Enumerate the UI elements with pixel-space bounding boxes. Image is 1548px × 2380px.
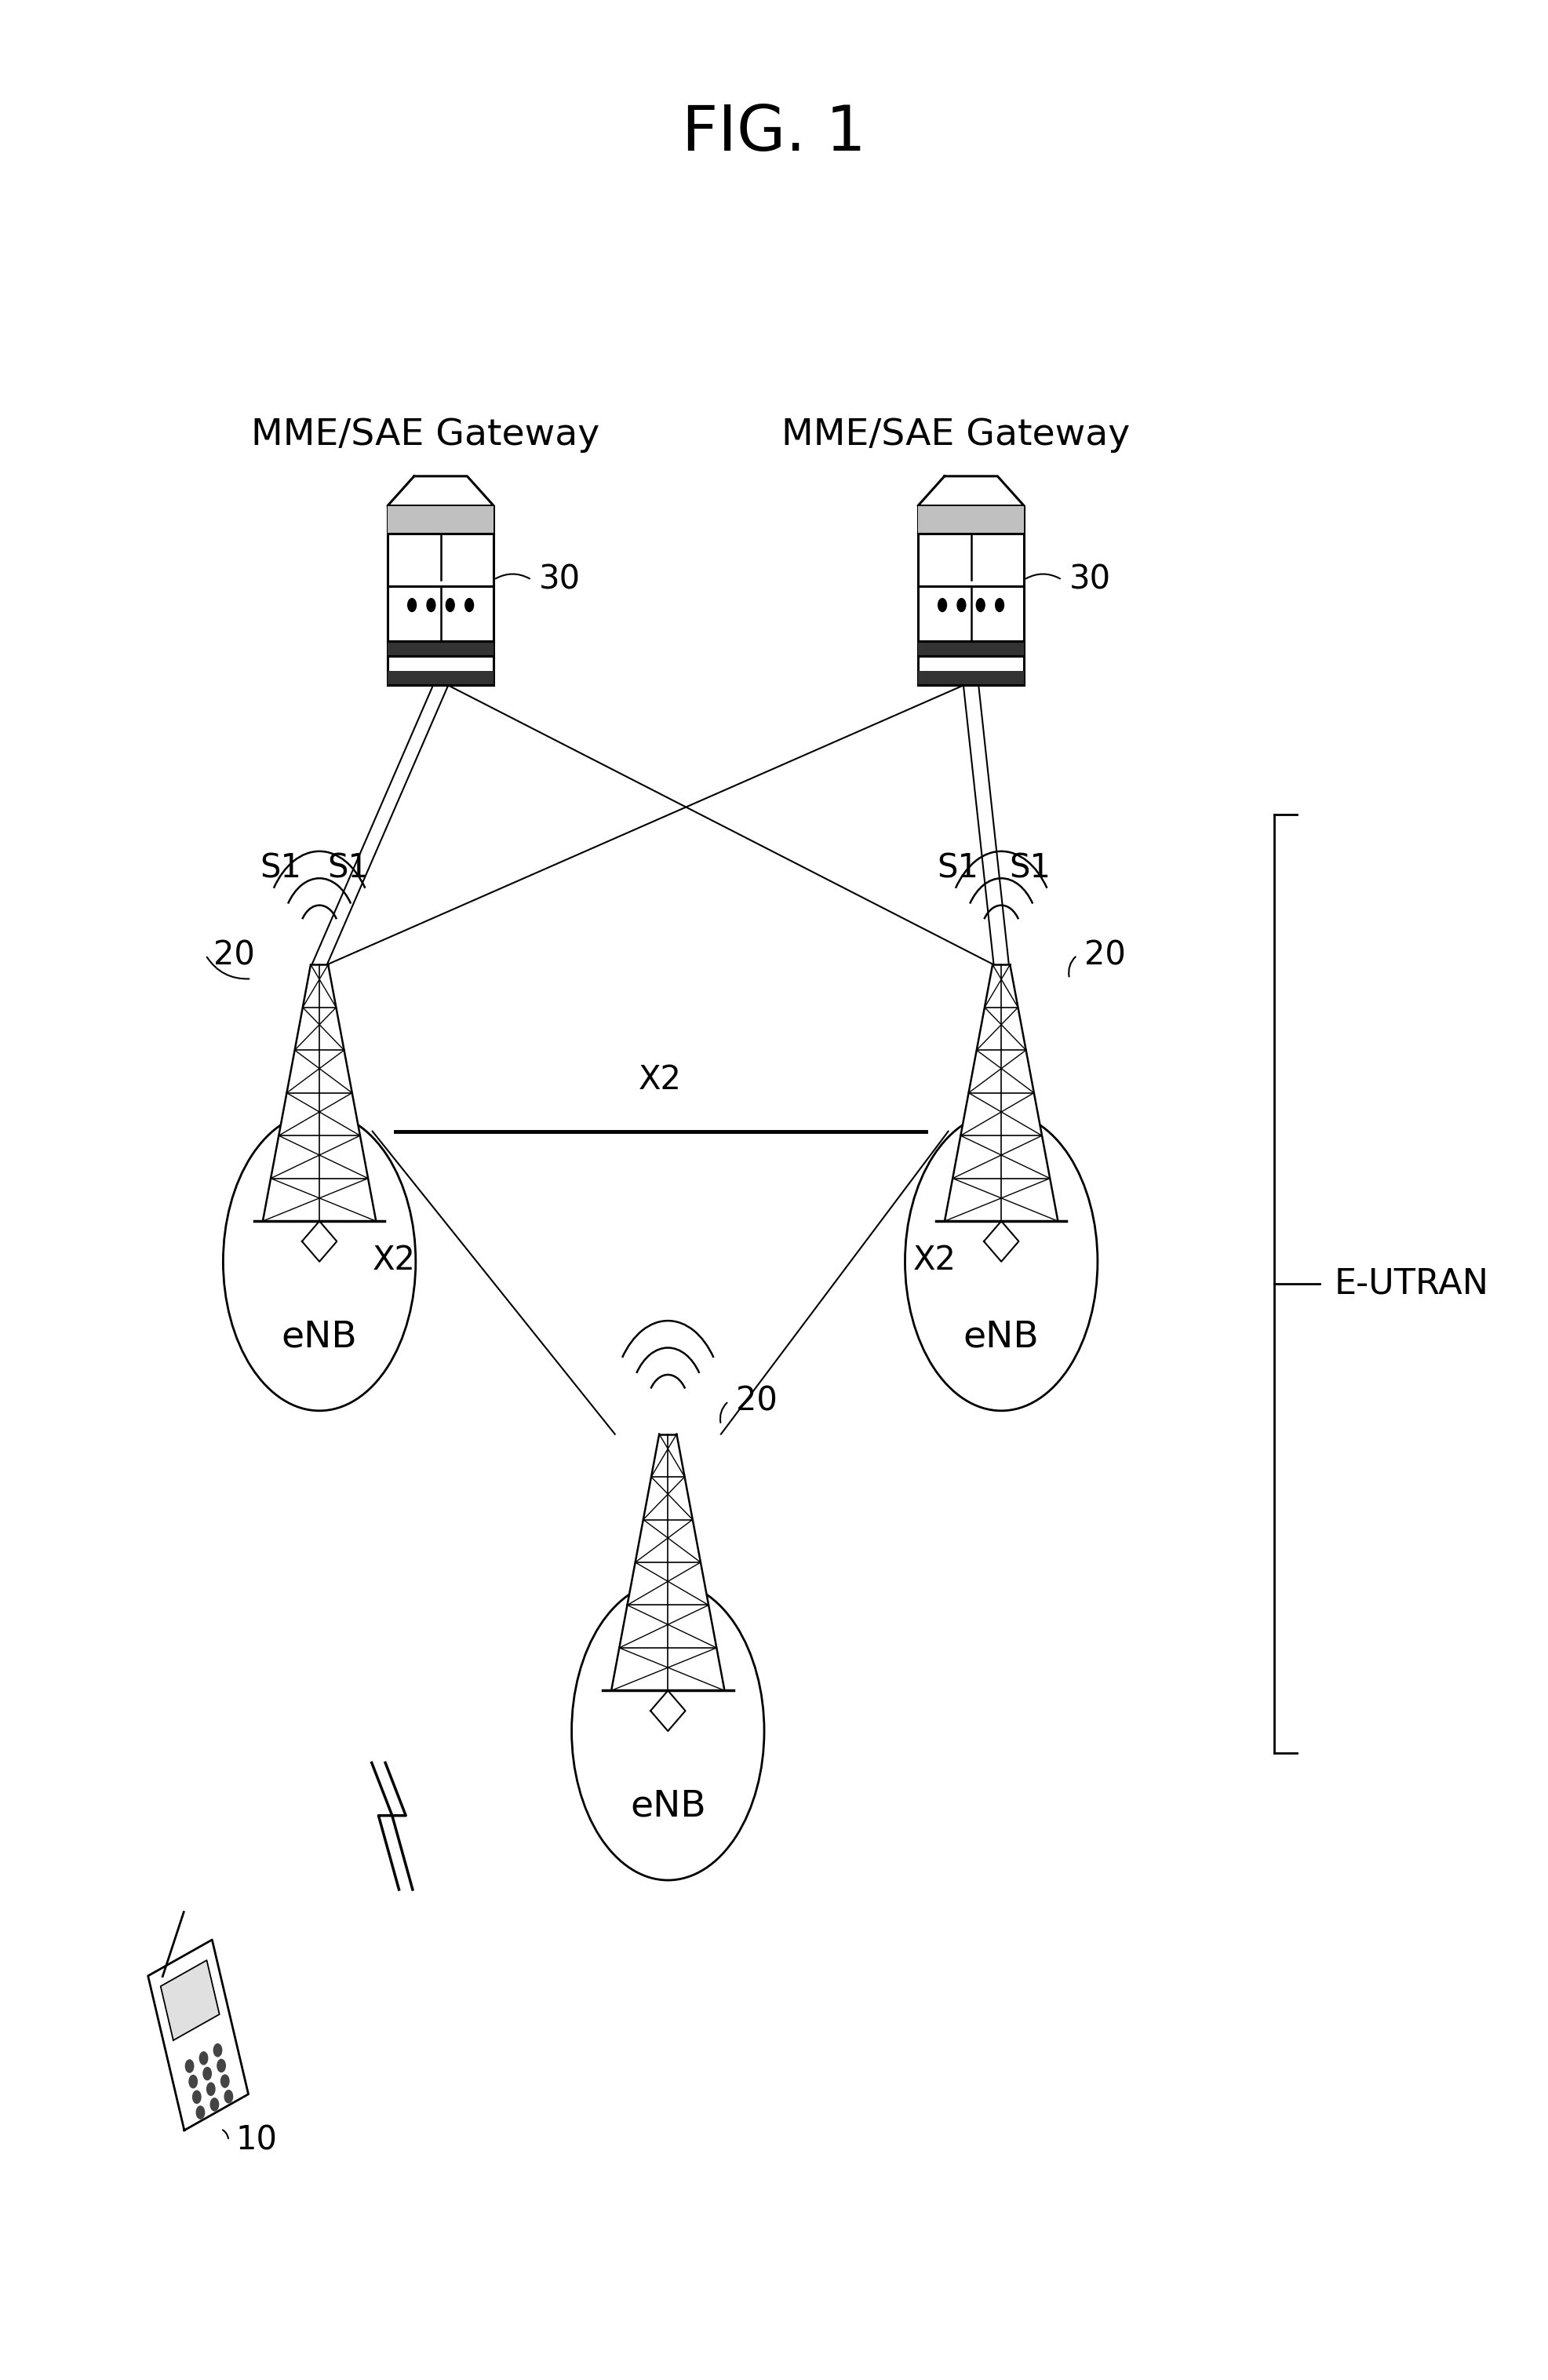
Text: X2: X2: [373, 1245, 415, 1278]
Polygon shape: [918, 476, 1025, 507]
Polygon shape: [161, 1961, 220, 2040]
Text: S1: S1: [937, 852, 978, 885]
Circle shape: [957, 597, 966, 612]
Circle shape: [192, 2090, 201, 2104]
Circle shape: [427, 597, 435, 612]
Polygon shape: [611, 1435, 724, 1690]
Polygon shape: [944, 964, 1057, 1221]
Text: eNB: eNB: [963, 1319, 1039, 1354]
Polygon shape: [149, 1940, 248, 2130]
Circle shape: [221, 2075, 229, 2087]
Circle shape: [446, 597, 455, 612]
Text: 20: 20: [1085, 938, 1125, 971]
Text: MME/SAE Gateway: MME/SAE Gateway: [251, 416, 599, 452]
Circle shape: [186, 2059, 194, 2073]
Bar: [387, 671, 494, 685]
Text: X2: X2: [913, 1245, 955, 1278]
Circle shape: [203, 2068, 212, 2080]
Circle shape: [200, 2052, 207, 2063]
Bar: [918, 640, 1025, 657]
Bar: [387, 507, 494, 533]
Polygon shape: [650, 1690, 686, 1730]
Circle shape: [464, 597, 474, 612]
Polygon shape: [985, 1221, 1019, 1261]
Text: X2: X2: [639, 1064, 681, 1097]
Text: 30: 30: [539, 564, 580, 595]
Text: eNB: eNB: [630, 1787, 706, 1823]
Circle shape: [189, 2075, 197, 2087]
Circle shape: [938, 597, 946, 612]
Text: S1: S1: [260, 852, 302, 885]
Text: eNB: eNB: [282, 1319, 358, 1354]
Text: S1: S1: [327, 852, 368, 885]
Bar: [918, 507, 1025, 685]
Circle shape: [995, 597, 1003, 612]
Circle shape: [207, 2082, 215, 2094]
Text: E-UTRAN: E-UTRAN: [1334, 1266, 1489, 1302]
Polygon shape: [302, 1221, 337, 1261]
Circle shape: [407, 597, 416, 612]
Bar: [918, 671, 1025, 685]
Circle shape: [224, 2090, 232, 2104]
Circle shape: [211, 2099, 218, 2111]
Bar: [387, 640, 494, 657]
Text: FIG. 1: FIG. 1: [683, 102, 865, 164]
Circle shape: [197, 2106, 204, 2118]
Text: S1: S1: [1009, 852, 1051, 885]
Text: 20: 20: [214, 938, 255, 971]
Circle shape: [217, 2059, 226, 2073]
Circle shape: [214, 2044, 221, 2056]
Polygon shape: [387, 476, 494, 507]
Text: 20: 20: [737, 1385, 777, 1418]
Text: MME/SAE Gateway: MME/SAE Gateway: [782, 416, 1130, 452]
Text: 10: 10: [235, 2125, 277, 2156]
Bar: [387, 507, 494, 685]
Text: 30: 30: [1070, 564, 1111, 595]
Polygon shape: [263, 964, 376, 1221]
Bar: [918, 507, 1025, 533]
Circle shape: [977, 597, 985, 612]
